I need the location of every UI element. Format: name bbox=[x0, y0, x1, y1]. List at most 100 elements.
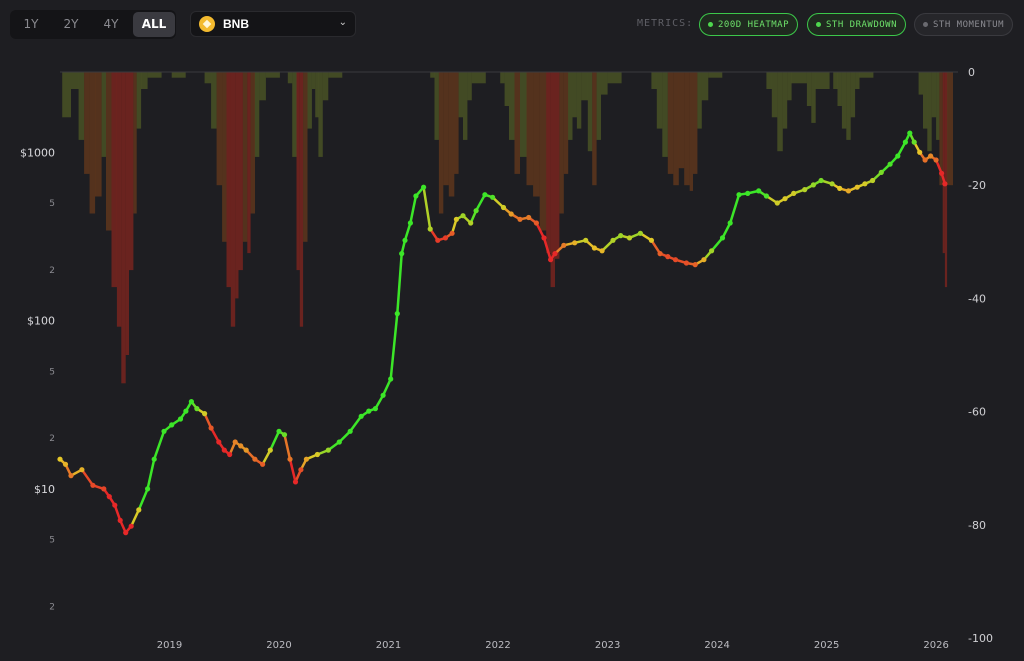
drawdown-bar bbox=[259, 72, 266, 101]
price-point bbox=[169, 422, 175, 428]
range-all-button[interactable]: ALL bbox=[133, 12, 175, 37]
price-point bbox=[421, 184, 427, 190]
price-point bbox=[599, 248, 605, 254]
metric-label: STH MOMENTUM bbox=[932, 19, 1005, 30]
price-point bbox=[517, 216, 523, 222]
drawdown-bar bbox=[254, 72, 260, 157]
price-point bbox=[618, 233, 624, 239]
price-point bbox=[917, 149, 923, 155]
price-point bbox=[810, 182, 817, 188]
metric-label: STH DRAWDOWN bbox=[825, 19, 898, 30]
drawdown-bar bbox=[216, 72, 223, 186]
x-axis-tick-label: 2022 bbox=[485, 640, 510, 651]
price-point bbox=[117, 517, 123, 524]
drawdown-bar bbox=[95, 72, 102, 197]
price-point bbox=[672, 257, 679, 263]
x-axis-tick-label: 2023 bbox=[595, 640, 620, 651]
drawdown-bar bbox=[463, 72, 468, 140]
price-point bbox=[829, 181, 835, 187]
price-point bbox=[610, 237, 616, 243]
drawdown-bar bbox=[942, 72, 945, 254]
drawdown-bar bbox=[111, 72, 117, 288]
price-point bbox=[394, 311, 400, 317]
price-segment bbox=[422, 185, 432, 231]
drawdown-bar bbox=[667, 72, 674, 174]
drawdown-bar bbox=[514, 72, 520, 174]
price-point bbox=[243, 447, 249, 453]
price-point bbox=[887, 161, 893, 167]
price-segment bbox=[80, 468, 95, 487]
price-point bbox=[500, 204, 507, 211]
price-point bbox=[939, 170, 945, 176]
drawdown-bar bbox=[226, 72, 231, 288]
drawdown-bar bbox=[533, 72, 540, 197]
drawdown-bar bbox=[89, 72, 96, 214]
drawdown-bar bbox=[802, 72, 807, 84]
price-point bbox=[276, 428, 282, 434]
price-point bbox=[561, 242, 567, 248]
drawdown-bar bbox=[287, 72, 293, 84]
drawdown-bar bbox=[936, 72, 940, 140]
range-1y-button[interactable]: 1Y bbox=[23, 17, 39, 31]
price-point bbox=[862, 181, 868, 187]
drawdown-bar bbox=[125, 72, 129, 355]
range-4y-button[interactable]: 4Y bbox=[103, 17, 119, 31]
drawdown-bar bbox=[918, 72, 923, 95]
drawdown-bar bbox=[555, 72, 560, 259]
price-point bbox=[380, 392, 386, 398]
right-axis-tick-label: 0 bbox=[968, 66, 975, 79]
price-point bbox=[637, 230, 644, 236]
price-point bbox=[292, 479, 299, 485]
drawdown-bar bbox=[815, 72, 830, 89]
price-point bbox=[756, 188, 762, 194]
drawdown-bar bbox=[576, 72, 582, 129]
price-point bbox=[626, 235, 633, 241]
drawdown-bar bbox=[791, 72, 803, 84]
price-point bbox=[533, 220, 540, 226]
price-point bbox=[267, 447, 273, 453]
drawdown-bar bbox=[587, 72, 593, 152]
drawdown-bar bbox=[693, 72, 698, 174]
price-point bbox=[62, 461, 69, 467]
toolbar: 1Y 2Y 4Y ALL BNB ⌄ METRICS: 200D HEATMAP… bbox=[0, 0, 1024, 48]
drawdown-bar bbox=[438, 72, 444, 214]
price-point bbox=[774, 200, 780, 206]
price-point bbox=[709, 248, 715, 254]
drawdown-bar bbox=[833, 72, 838, 89]
price-point bbox=[194, 406, 200, 412]
drawdown-bar bbox=[771, 72, 778, 118]
metric-200d-heatmap-toggle[interactable]: 200D HEATMAP bbox=[699, 13, 798, 36]
asset-dropdown[interactable]: BNB ⌄ bbox=[190, 11, 356, 37]
drawdown-bar bbox=[841, 72, 847, 129]
price-point bbox=[933, 157, 939, 163]
drawdown-bar bbox=[846, 72, 851, 140]
drawdown-bar bbox=[689, 72, 693, 191]
drawdown-bar bbox=[116, 72, 122, 327]
price-point bbox=[79, 467, 85, 473]
price-point bbox=[541, 235, 547, 241]
price-segment bbox=[283, 433, 292, 461]
metric-sth-momentum-toggle[interactable]: STH MOMENTUM bbox=[914, 13, 1013, 36]
price-point bbox=[854, 184, 860, 190]
price-point bbox=[449, 230, 455, 236]
drawdown-bar bbox=[238, 72, 243, 271]
price-point bbox=[287, 456, 293, 462]
drawdown-bar bbox=[592, 72, 597, 186]
metric-sth-drawdown-toggle[interactable]: STH DRAWDOWN bbox=[807, 13, 906, 36]
drawdown-bar bbox=[84, 72, 90, 174]
range-2y-button[interactable]: 2Y bbox=[63, 17, 79, 31]
price-point bbox=[123, 530, 129, 536]
drawdown-bar bbox=[133, 72, 137, 214]
price-segment bbox=[269, 430, 281, 452]
price-point bbox=[473, 208, 479, 214]
price-point bbox=[221, 447, 227, 453]
drawdown-bar bbox=[171, 72, 186, 78]
drawdown-bar bbox=[656, 72, 663, 129]
drawdown-bar bbox=[811, 72, 816, 123]
drawdown-bar bbox=[250, 72, 255, 214]
price-segment bbox=[129, 508, 141, 528]
drawdown-bar bbox=[136, 72, 142, 129]
drawdown-bar bbox=[467, 72, 472, 101]
price-point bbox=[427, 226, 433, 232]
price-point bbox=[453, 216, 459, 222]
